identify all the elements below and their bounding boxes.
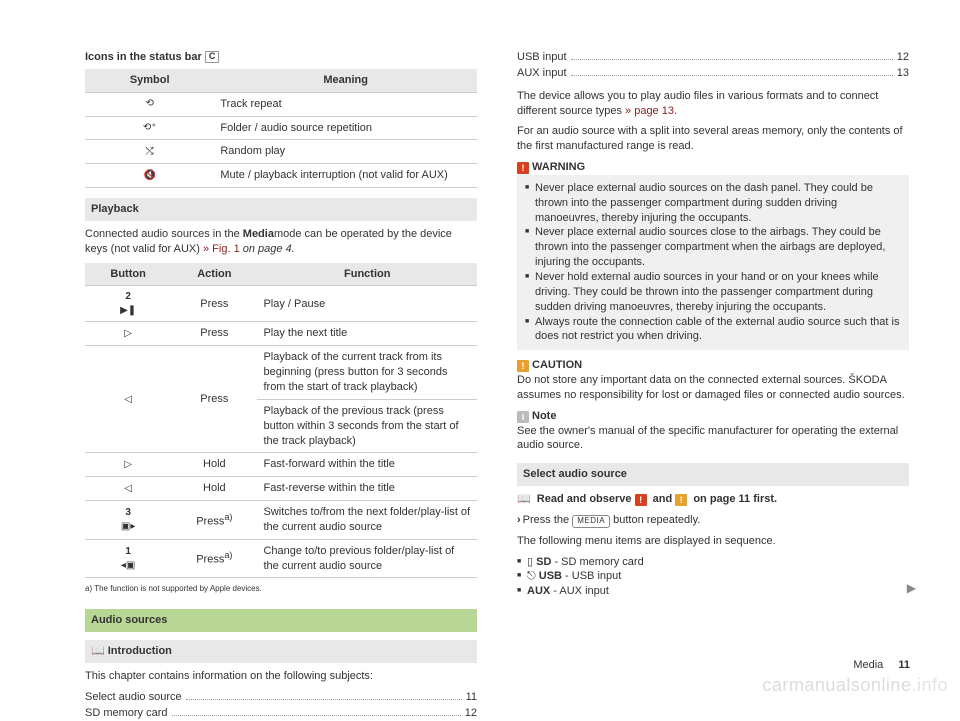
fn-folder-prev: Change to/to previous folder/play-list o…: [257, 539, 477, 578]
playback-title: Playback: [85, 198, 477, 221]
press-media: ›Press the MEDIA button repeatedly.: [517, 513, 909, 528]
th-meaning: Meaning: [214, 69, 477, 92]
split-para: For an audio source with a split into se…: [517, 124, 909, 154]
fn-ff: Fast-forward within the title: [257, 453, 477, 477]
introduction-sub: 📖 Introduction: [85, 640, 477, 663]
page-13-link[interactable]: » page 13: [625, 105, 674, 117]
warning-item-1: Never place external audio sources close…: [525, 225, 901, 270]
icons-heading: Icons in the status bar C: [85, 50, 477, 65]
playback-footnote: a) The function is not supported by Appl…: [85, 584, 477, 595]
toc-select-audio-source[interactable]: Select audio source 11: [85, 690, 477, 705]
note-icon: i: [517, 411, 529, 423]
btn-rw: ◁: [85, 477, 171, 501]
warning-item-3: Always route the connection cable of the…: [525, 315, 901, 345]
page-footer: Media 11: [853, 658, 910, 673]
device-para: The device allows you to play audio file…: [517, 89, 909, 119]
caution-ref-icon: !: [675, 494, 687, 506]
playback-intro: Connected audio sources in the Mediamode…: [85, 227, 477, 257]
meaning-repeat: Track repeat: [214, 92, 477, 116]
playback-table: Button Action Function 2▶❚ Press Play / …: [85, 263, 477, 579]
book-icon: 📖: [517, 493, 531, 505]
intro-text: This chapter contains information on the…: [85, 669, 477, 684]
page-continue-icon: ▶: [907, 580, 916, 596]
btn-folder-next: 3▣▸: [85, 501, 171, 540]
watermark: carmanualsonline.info: [762, 673, 948, 697]
sd-icon: ▯: [527, 556, 533, 568]
sym-repeat: ⟲: [85, 92, 214, 116]
read-observe: 📖 Read and observe ! and ! on page 11 fi…: [517, 492, 909, 507]
th-button: Button: [85, 263, 171, 286]
sym-random: ⤭: [85, 140, 214, 164]
action-press-0: Press: [171, 286, 257, 322]
warning-heading: !WARNING: [517, 160, 909, 175]
src-aux: AUX - AUX input: [517, 584, 909, 599]
fn-restart: Playback of the current track from its b…: [257, 346, 477, 400]
warning-body: Never place external audio sources on th…: [517, 175, 909, 350]
media-button: MEDIA: [572, 515, 610, 528]
right-column: USB input 12 AUX input 13 The device all…: [517, 50, 909, 721]
icons-box-c: C: [205, 51, 220, 63]
th-action: Action: [171, 263, 257, 286]
action-press-1: Press: [171, 322, 257, 346]
src-usb: ⎋ USB - USB input: [517, 569, 909, 584]
action-hold-0: Hold: [171, 453, 257, 477]
fn-rw: Fast-reverse within the title: [257, 477, 477, 501]
caution-heading: !CAUTION: [517, 358, 909, 373]
btn-prev: ◁: [85, 346, 171, 453]
action-press-a0: Pressa): [171, 501, 257, 540]
source-list: ▯ SD - SD memory card ⎋ USB - USB input …: [517, 555, 909, 600]
warning-item-2: Never hold external audio sources in you…: [525, 270, 901, 315]
meaning-folder-repeat: Folder / audio source repetition: [214, 116, 477, 140]
select-audio-source-title: Select audio source: [517, 463, 909, 486]
th-function: Function: [257, 263, 477, 286]
btn-next: ▷: [85, 322, 171, 346]
caution-icon: !: [517, 360, 529, 372]
audio-sources-title: Audio sources: [85, 609, 477, 632]
btn-ff: ▷: [85, 453, 171, 477]
footer-section: Media: [853, 659, 883, 671]
sym-mute: 🔇: [85, 164, 214, 188]
usb-icon: ⎋: [527, 570, 536, 582]
action-hold-1: Hold: [171, 477, 257, 501]
step-chevron-icon: ›: [517, 514, 521, 526]
caution-text: Do not store any important data on the c…: [517, 373, 909, 403]
warn-ref-icon: !: [635, 494, 647, 506]
following-text: The following menu items are displayed i…: [517, 534, 909, 549]
left-column: Icons in the status bar C Symbol Meaning…: [85, 50, 477, 721]
fn-folder-next: Switches to/from the next folder/play-li…: [257, 501, 477, 540]
action-press-2: Press: [171, 346, 257, 453]
btn-folder-prev: 1◂▣: [85, 539, 171, 578]
icons-heading-text: Icons in the status bar: [85, 51, 205, 63]
fig-1-link[interactable]: » Fig. 1: [203, 243, 240, 255]
warning-item-0: Never place external audio sources on th…: [525, 181, 901, 226]
footer-page: 11: [898, 659, 910, 671]
fn-playpause: Play / Pause: [257, 286, 477, 322]
action-press-a1: Pressa): [171, 539, 257, 578]
meaning-random: Random play: [214, 140, 477, 164]
btn-playpause: 2▶❚: [85, 286, 171, 322]
icons-table: Symbol Meaning ⟲Track repeat ⟲⁺Folder / …: [85, 69, 477, 188]
toc-usb-input[interactable]: USB input 12: [517, 50, 909, 65]
warning-icon: !: [517, 162, 529, 174]
note-heading: iNote: [517, 409, 909, 424]
toc-aux-input[interactable]: AUX input 13: [517, 66, 909, 81]
note-text: See the owner's manual of the specific m…: [517, 424, 909, 454]
fn-next: Play the next title: [257, 322, 477, 346]
fn-prevtrack: Playback of the previous track (press bu…: [257, 399, 477, 453]
toc-sd-memory-card[interactable]: SD memory card 12: [85, 706, 477, 721]
meaning-mute: Mute / playback interruption (not valid …: [214, 164, 477, 188]
th-symbol: Symbol: [85, 69, 214, 92]
sym-folder-repeat: ⟲⁺: [85, 116, 214, 140]
src-sd: ▯ SD - SD memory card: [517, 555, 909, 570]
